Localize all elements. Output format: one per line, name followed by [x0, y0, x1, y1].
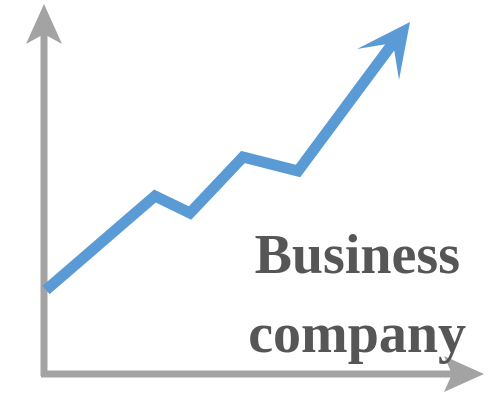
y-axis-arrowhead-icon	[26, 4, 62, 44]
trend-arrowhead-icon	[357, 22, 410, 80]
logo-text-company: company	[248, 303, 466, 365]
trend-line	[42, 39, 398, 295]
x-axis-arrowhead-icon	[444, 356, 484, 392]
logo-text-business: Business	[254, 224, 460, 286]
